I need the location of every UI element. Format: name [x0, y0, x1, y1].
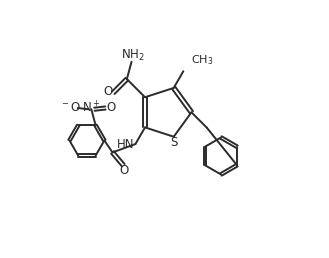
Text: O: O: [107, 101, 116, 115]
Text: O: O: [120, 164, 129, 177]
Text: O: O: [103, 85, 112, 98]
Text: HN: HN: [116, 138, 134, 151]
Text: N$^+$: N$^+$: [82, 100, 101, 116]
Text: CH$_3$: CH$_3$: [190, 53, 213, 67]
Text: S: S: [170, 136, 178, 149]
Text: $^-$O: $^-$O: [60, 101, 81, 115]
Text: NH$_2$: NH$_2$: [121, 48, 145, 63]
